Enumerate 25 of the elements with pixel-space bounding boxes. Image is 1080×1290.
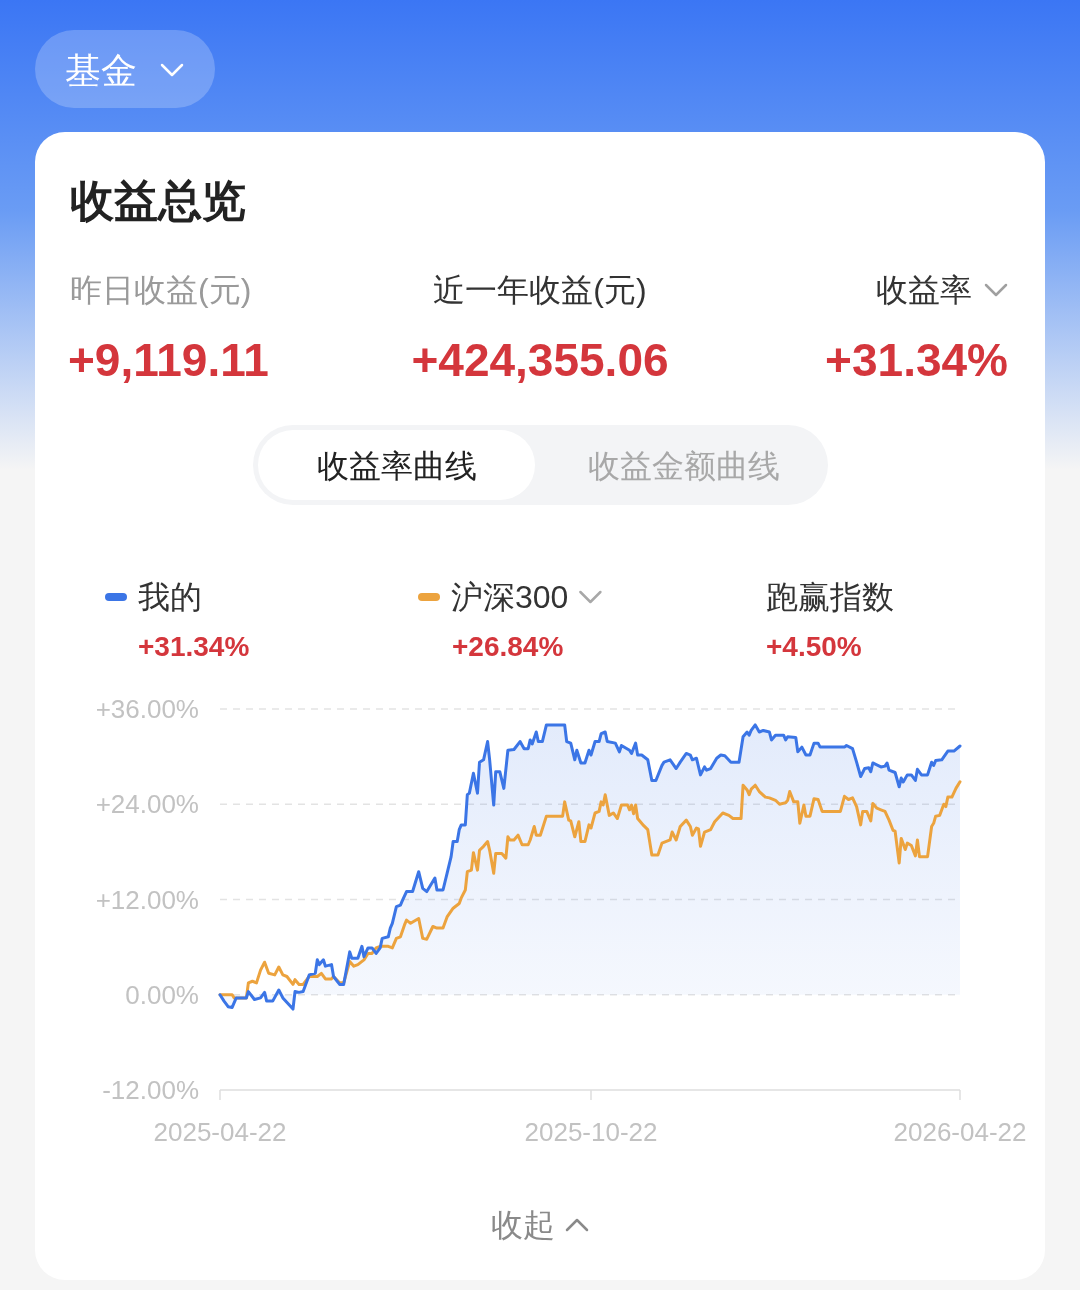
legend-label: 我的 [138,579,202,615]
text: 跑赢指数 [766,579,894,615]
y-tick-label: +24.00% [95,789,199,820]
text: +9,119.11 [68,334,269,386]
text: 收起 [491,1207,555,1243]
x-tick-label: 2025-10-22 [524,1117,658,1147]
x-tick-label: 2026-04-22 [893,1117,1027,1147]
text: 收益率曲线 [317,448,477,484]
x-tick-label: 2025-04-22 [153,1117,287,1147]
text: +4.50% [766,630,862,662]
text: 收益金额曲线 [588,448,780,484]
text: 近一年收益(元) [433,272,647,308]
text: 收益率 [876,272,972,308]
text: +31.34% [825,334,1008,386]
chart-title: 收益总览 [70,175,246,225]
text: 基金 [65,49,137,91]
text: +424,355.06 [411,334,669,386]
legend-label: 沪深300 [451,579,569,615]
text: +26.84% [452,630,564,662]
y-tick-label: +12.00% [95,884,199,915]
y-tick-label: +36.00% [95,694,199,724]
y-tick-label: 0.00% [125,979,199,1010]
text: 昨日收益(元) [70,272,252,308]
text: +31.34% [138,630,250,662]
y-tick-label: -12.00% [102,1075,199,1105]
